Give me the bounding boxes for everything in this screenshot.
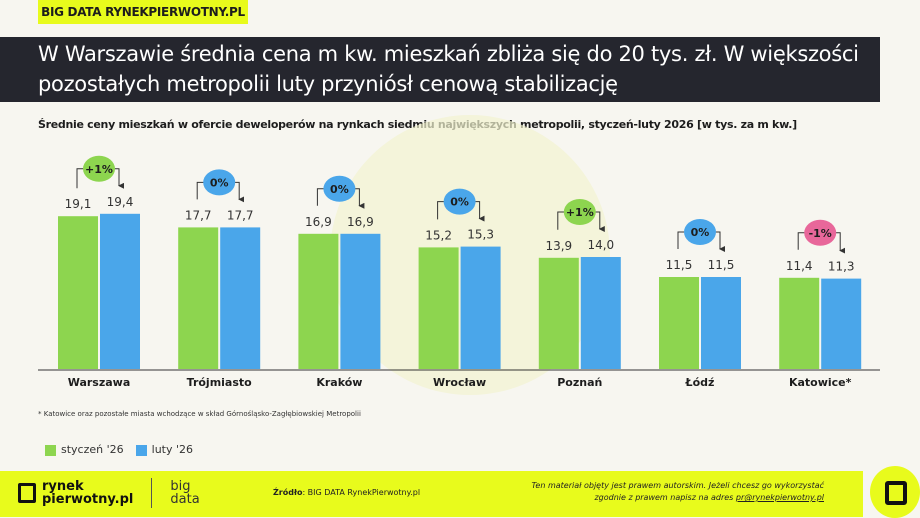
chart-subtitle: Średnie ceny mieszkań w ofercie dewelope…	[38, 118, 797, 131]
data-label: 11,3	[828, 260, 855, 274]
category-label: Wrocław	[433, 376, 486, 389]
bar	[178, 227, 219, 369]
data-label: 15,3	[467, 228, 494, 242]
category-label: Trójmiasto	[187, 376, 253, 389]
data-label: 16,9	[305, 215, 332, 229]
change-label: 0%	[210, 176, 229, 189]
legend-item-jan: styczeń '26	[45, 443, 124, 456]
category-label: Warszawa	[68, 376, 131, 389]
copyright-note: Ten materiał objęty jest prawem autorski…	[531, 481, 824, 502]
legend-swatch	[135, 444, 147, 456]
source: Źródło: BIG DATA RynekPierwotny.pl	[273, 488, 421, 497]
bar	[100, 213, 140, 369]
data-label: 17,7	[227, 208, 254, 222]
legend: styczeń '26 luty '26	[45, 443, 193, 456]
bar	[460, 246, 501, 369]
change-label: 0%	[330, 183, 349, 196]
email-link[interactable]: pr@rynekpierwotny.pl	[735, 493, 824, 502]
change-label: -1%	[809, 227, 832, 240]
logo: rynek pierwotny.pl big data	[18, 478, 200, 508]
bar	[659, 277, 699, 369]
change-badge	[563, 199, 596, 225]
change-label: 0%	[450, 196, 469, 209]
bar	[821, 278, 862, 369]
bar	[298, 233, 339, 369]
change-badge	[203, 169, 236, 196]
data-label: 11,5	[666, 258, 693, 272]
change-label: +1%	[566, 206, 594, 219]
footer-bar	[0, 471, 863, 517]
data-label: 16,9	[347, 215, 374, 229]
change-badge	[323, 175, 356, 202]
data-label: 14,0	[587, 238, 614, 252]
data-label: 15,2	[425, 228, 452, 242]
data-label: 11,5	[708, 258, 735, 272]
bar	[340, 233, 381, 369]
bar	[58, 216, 98, 369]
logo-square-icon	[885, 481, 907, 505]
change-badge	[804, 219, 837, 246]
data-label: 13,9	[545, 239, 572, 253]
change-badge	[684, 219, 716, 245]
legend-swatch	[45, 444, 56, 456]
title-bar	[0, 37, 880, 102]
footnote: * Katowice oraz pozostałe miasta wchodzą…	[38, 410, 361, 418]
logo-square-icon	[18, 483, 36, 503]
bar	[779, 277, 820, 369]
page-title: W Warszawie średnia cena m kw. mieszkań …	[38, 42, 859, 96]
category-label: Kraków	[316, 376, 362, 389]
category-label: Katowice*	[789, 376, 852, 389]
change-badge	[443, 188, 476, 215]
change-label: +1%	[85, 163, 113, 176]
change-label: 0%	[691, 226, 710, 239]
data-label: 19,4	[107, 195, 134, 209]
category-label: Łódź	[685, 376, 715, 389]
legend-item-feb: luty '26	[135, 443, 193, 456]
bar	[220, 227, 261, 369]
brand-circle	[870, 466, 920, 518]
data-label: 17,7	[185, 208, 212, 222]
data-label: 19,1	[65, 197, 92, 211]
change-badge	[83, 155, 115, 182]
data-label: 11,4	[786, 259, 813, 273]
bar	[580, 257, 621, 369]
category-label: Poznań	[557, 376, 602, 389]
bar	[538, 257, 579, 369]
bar-chart: 19,1 19,4 Warszawa +1% 17,7 17,7 Trójmiasto 0% 1…	[38, 115, 880, 395]
bar	[418, 247, 459, 369]
brand-tag: BIG DATA RYNEKPIERWOTNY.PL	[38, 0, 248, 24]
bar	[701, 277, 741, 369]
